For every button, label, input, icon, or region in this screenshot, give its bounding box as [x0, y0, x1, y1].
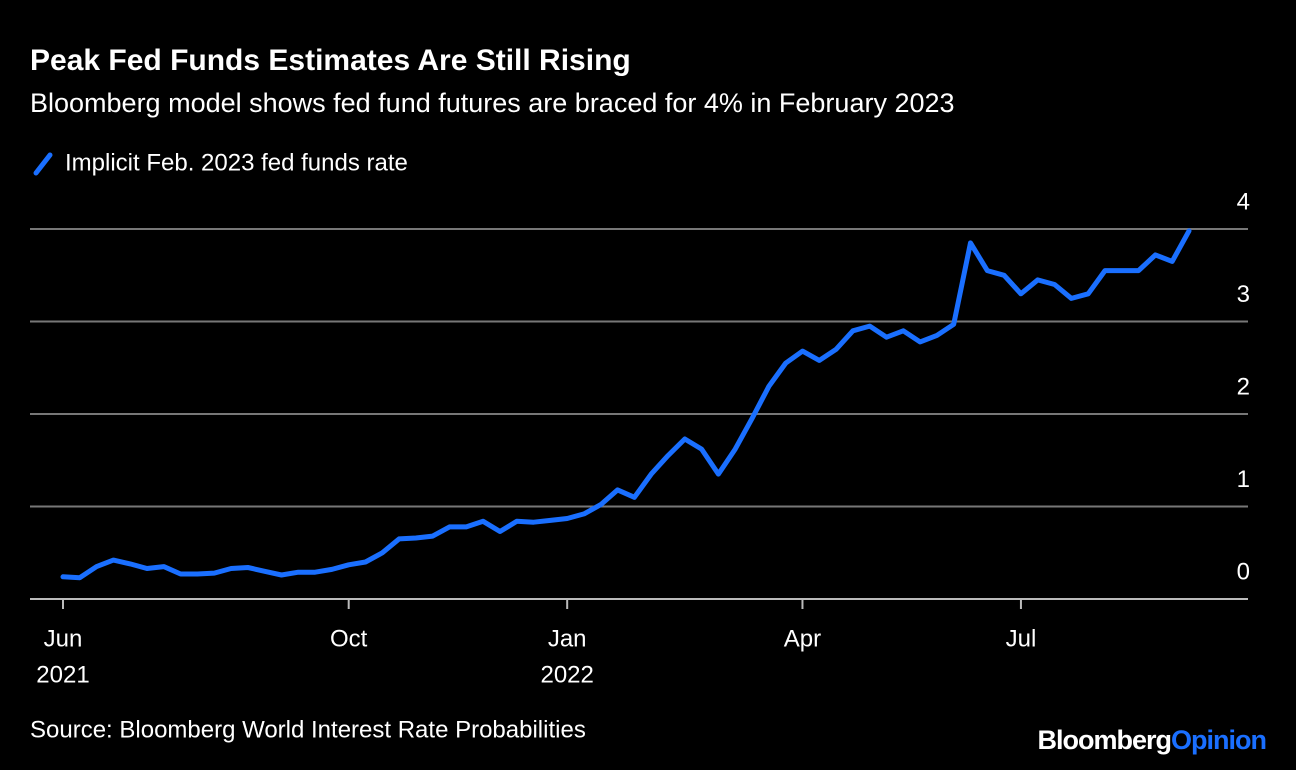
series-line	[60, 228, 1192, 581]
x-tick-label: Apr	[784, 625, 821, 652]
brand: BloombergOpinion	[1038, 725, 1267, 755]
chart-subtitle: Bloomberg model shows fed fund futures a…	[30, 88, 955, 118]
x-year-label: 2022	[540, 661, 593, 688]
x-tick-label: Jun	[44, 625, 83, 652]
x-tick-label: Jul	[1006, 625, 1037, 652]
brand-name: Bloomberg	[1038, 725, 1172, 755]
y-tick-label: 1	[1237, 466, 1250, 493]
legend-label: Implicit Feb. 2023 fed funds rate	[65, 149, 408, 176]
y-tick-label: 4	[1237, 188, 1250, 215]
x-tick-label: Oct	[330, 625, 368, 652]
x-year-label: 2021	[36, 661, 89, 688]
y-tick-label: 0	[1237, 558, 1250, 585]
source: Source: Bloomberg World Interest Rate Pr…	[30, 716, 586, 743]
chart-title: Peak Fed Funds Estimates Are Still Risin…	[30, 44, 631, 77]
brand-section: Opinion	[1171, 725, 1266, 755]
x-tick-label: Jan	[548, 625, 587, 652]
y-tick-label: 3	[1237, 281, 1250, 308]
legend-swatch	[33, 152, 53, 176]
y-tick-label: 2	[1237, 373, 1250, 400]
